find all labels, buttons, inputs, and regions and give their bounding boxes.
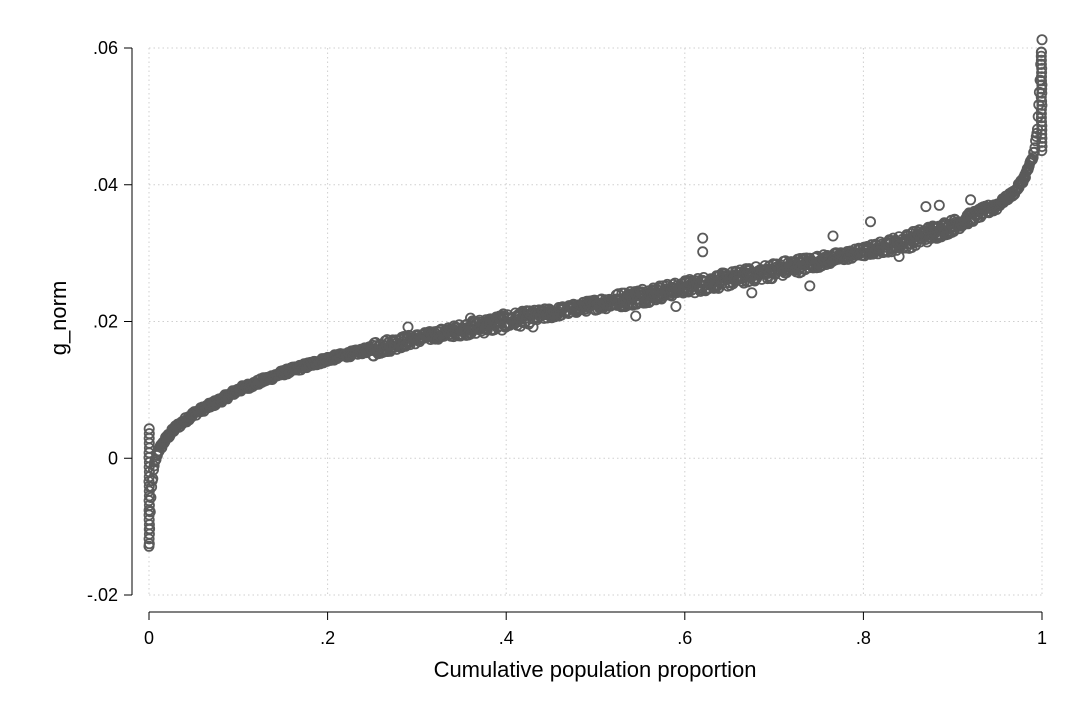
- data-point: [1036, 145, 1048, 157]
- outlier-point: [893, 250, 905, 262]
- data-point: [1036, 63, 1048, 75]
- data-point: [1035, 108, 1047, 120]
- data-point: [1027, 151, 1039, 163]
- x-tick-label-2: .4: [499, 628, 514, 648]
- data-point: [1035, 54, 1047, 66]
- x-tick-label-4: .8: [856, 628, 871, 648]
- outlier-point: [464, 312, 476, 324]
- outlier-point: [630, 310, 642, 322]
- outlier-point: [697, 232, 709, 244]
- data-point: [1030, 135, 1042, 147]
- data-point: [1029, 142, 1041, 154]
- data-point: [1036, 71, 1048, 83]
- data-point: [1035, 112, 1047, 124]
- data-point: [1035, 58, 1047, 70]
- x-tick-label-0: 0: [144, 628, 154, 648]
- data-point: [143, 428, 155, 440]
- outlier-point: [827, 230, 839, 242]
- data-point: [1036, 87, 1048, 99]
- data-point: [1036, 124, 1048, 136]
- data-point: [1036, 120, 1048, 132]
- outlier-point: [402, 321, 414, 333]
- outlier-point: [865, 216, 877, 228]
- data-point: [1035, 50, 1047, 62]
- y-tick-label-2: .02: [93, 312, 118, 332]
- data-point: [1036, 99, 1048, 111]
- y-tick-label-4: .06: [93, 38, 118, 58]
- data-point: [1036, 95, 1048, 107]
- x-axis-title: Cumulative population proportion: [434, 657, 757, 682]
- gridlines: [148, 47, 1043, 596]
- data-point: [1035, 46, 1047, 58]
- data-point: [1036, 67, 1048, 79]
- y-tick-label-0: -.02: [87, 585, 118, 605]
- x-tick-label-3: .6: [677, 628, 692, 648]
- y-tick-label-1: 0: [108, 448, 118, 468]
- data-point: [1028, 146, 1040, 158]
- data-point: [1036, 116, 1048, 128]
- data-point: [1036, 140, 1048, 152]
- data-point: [143, 423, 155, 435]
- data-points: [143, 34, 1048, 552]
- outlier-point: [920, 201, 932, 213]
- outlier-point: [933, 199, 945, 211]
- outlier-point: [527, 321, 539, 333]
- data-point: [1036, 75, 1048, 87]
- data-point: [1035, 91, 1047, 103]
- data-point: [1036, 34, 1048, 46]
- outlier-point: [746, 287, 758, 299]
- outlier-point: [965, 194, 977, 206]
- outlier-point: [697, 246, 709, 258]
- data-point: [1036, 136, 1048, 148]
- y-axis-title: g_norm: [46, 281, 71, 356]
- data-point: [1036, 79, 1048, 91]
- data-point: [1035, 104, 1047, 116]
- x-tick-label-5: 1: [1037, 628, 1047, 648]
- axes: -.02 0 .02 .04 .06 0 .2 .4 .6 .8 1: [87, 38, 1047, 648]
- x-tick-label-1: .2: [320, 628, 335, 648]
- data-point: [1036, 83, 1048, 95]
- data-point: [518, 317, 530, 329]
- y-tick-label-3: .04: [93, 175, 118, 195]
- outlier-point: [670, 300, 682, 312]
- outlier-point: [804, 280, 816, 292]
